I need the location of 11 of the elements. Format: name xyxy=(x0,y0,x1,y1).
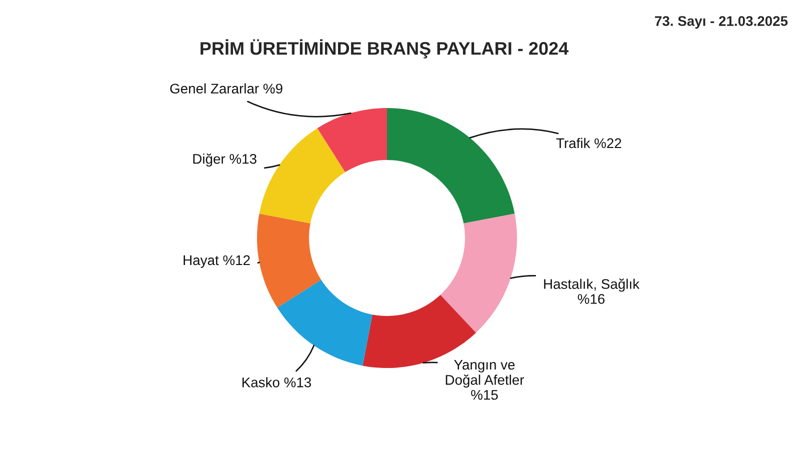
chart-title: PRİM ÜRETİMİNDE BRANŞ PAYLARI - 2024 xyxy=(200,39,569,58)
data-label: %15 xyxy=(471,390,498,400)
text: 73. Sayı - 21.03.2025 xyxy=(655,16,788,29)
slice-label: Kasko %13 xyxy=(242,377,311,388)
data-label: %16 xyxy=(578,294,605,304)
slice-label: Diğer %13 xyxy=(193,153,256,167)
slice-label: Genel Zararlar %9 xyxy=(170,83,282,94)
slice-label: Trafik %22 xyxy=(556,138,622,148)
slice-label: Yangın ve Doğal Afetler xyxy=(446,360,524,388)
slice-label: Hayat %12 xyxy=(184,255,250,268)
slice-label: Hastalık, Sağlık xyxy=(544,278,640,292)
